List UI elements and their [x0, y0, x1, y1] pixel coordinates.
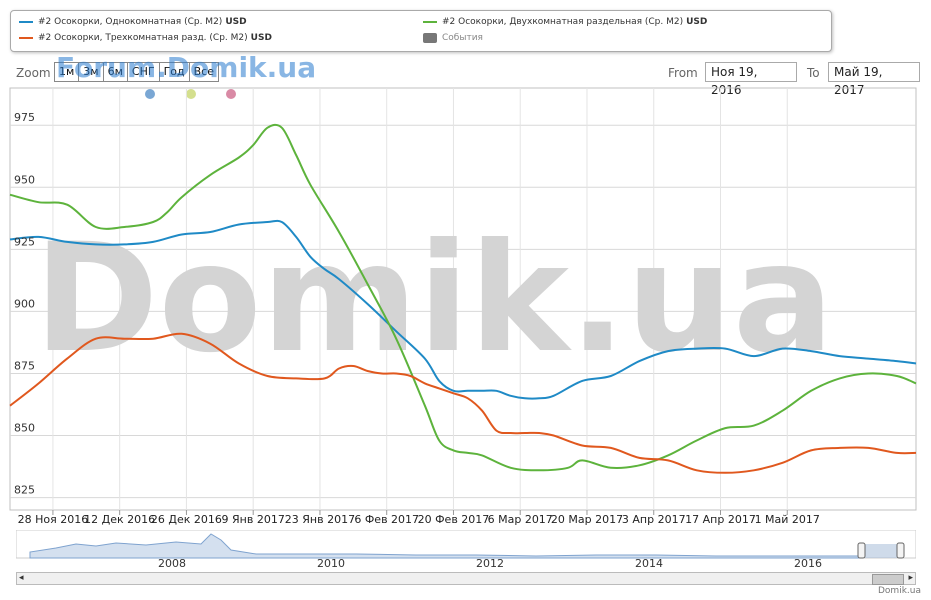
- series-marker-dot[interactable]: [226, 89, 236, 99]
- legend-label-1room: #2 Осокорки, Однокомнатная (Ср. М2): [38, 17, 223, 27]
- x-tick-label: 1 Май 2017: [755, 513, 820, 526]
- legend-item-2room[interactable]: #2 Осокорки, Двухкомнатная раздельная (С…: [423, 17, 707, 27]
- navigator-right-handle[interactable]: [896, 542, 905, 559]
- x-tick-label: 6 Мар 2017: [488, 513, 553, 526]
- navigator-year-label: 2014: [635, 557, 663, 570]
- navigator-year-label: 2008: [158, 557, 186, 570]
- navigator: 2008 2010 2012 2014 2016 ◂ ▸: [15, 529, 917, 585]
- from-date-input[interactable]: Ноя 19, 2016: [705, 62, 797, 97]
- navigator-selection[interactable]: [861, 544, 901, 558]
- x-tick-label: 6 Фев 2017: [354, 513, 419, 526]
- legend: #2 Осокорки, Однокомнатная (Ср. М2) USD …: [10, 10, 832, 52]
- series-line-2[interactable]: [9, 123, 917, 472]
- domik-watermark: Domik.ua: [34, 212, 834, 386]
- zoom-label: Zoom: [16, 66, 51, 80]
- legend-swatch-3room: [19, 37, 33, 39]
- x-tick-label: 20 Фев 2017: [418, 513, 490, 526]
- credit-link[interactable]: Domik.ua: [878, 586, 921, 596]
- plot-frame: [9, 87, 917, 511]
- legend-currency-2room: USD: [686, 17, 708, 27]
- legend-currency-3room: USD: [250, 33, 272, 43]
- y-tick-label: 825: [14, 484, 35, 497]
- legend-item-events[interactable]: События: [423, 33, 483, 43]
- zoom-6m-button[interactable]: 6м: [102, 62, 128, 82]
- y-tick-label: 950: [14, 173, 35, 186]
- y-tick-label: 975: [14, 111, 35, 124]
- zoom-ytd-button[interactable]: СНГ: [126, 62, 160, 82]
- scroll-right-arrow-icon[interactable]: ▸: [908, 573, 913, 583]
- x-tick-label: 9 Янв 2017: [222, 513, 285, 526]
- forum-watermark: Forum.Domik.ua: [56, 51, 317, 84]
- navigator-year-label: 2016: [794, 557, 822, 570]
- y-tick-label: 900: [14, 297, 35, 310]
- navigator-scrollbar[interactable]: ◂ ▸: [16, 572, 916, 585]
- series-line-1[interactable]: [9, 219, 917, 400]
- from-label: From: [668, 66, 698, 80]
- scrollbar-thumb[interactable]: [872, 574, 904, 585]
- to-date-input[interactable]: Май 19, 2017: [828, 62, 920, 97]
- legend-label-events: События: [442, 33, 483, 43]
- legend-swatch-events: [423, 33, 437, 43]
- y-tick-label: 925: [14, 235, 35, 248]
- zoom-1y-button[interactable]: Год: [158, 62, 190, 82]
- legend-item-1room[interactable]: #2 Осокорки, Однокомнатная (Ср. М2) USD: [19, 17, 247, 27]
- x-tick-label: 20 Мар 2017: [551, 513, 623, 526]
- zoom-3m-button[interactable]: 3м: [78, 62, 104, 82]
- legend-item-3room[interactable]: #2 Осокорки, Трехкомнатная разд. (Ср. М2…: [19, 33, 272, 43]
- to-label: To: [807, 66, 820, 80]
- navigator-left-handle[interactable]: [857, 542, 866, 559]
- y-tick-label: 850: [14, 422, 35, 435]
- navigator-year-label: 2010: [317, 557, 345, 570]
- navigator-year-label: 2012: [476, 557, 504, 570]
- navigator-area: [29, 533, 862, 559]
- x-tick-label: 17 Апр 2017: [685, 513, 756, 526]
- x-tick-label: 3 Апр 2017: [622, 513, 686, 526]
- series-marker-dot[interactable]: [145, 89, 155, 99]
- scroll-left-arrow-icon[interactable]: ◂: [19, 573, 24, 583]
- x-tick-label: 12 Дек 2016: [84, 513, 155, 526]
- zoom-all-button[interactable]: Все: [188, 62, 219, 82]
- zoom-buttons: 1м 3м 6м СНГ Год Все: [54, 62, 219, 82]
- legend-swatch-1room: [19, 21, 33, 23]
- legend-swatch-2room: [423, 21, 437, 23]
- legend-label-3room: #2 Осокорки, Трехкомнатная разд. (Ср. М2…: [38, 33, 248, 43]
- series-line-3[interactable]: [9, 332, 917, 474]
- series-marker-dot[interactable]: [186, 89, 196, 99]
- x-tick-label: 28 Ноя 2016: [18, 513, 89, 526]
- x-tick-label: 23 Янв 2017: [285, 513, 355, 526]
- y-tick-label: 875: [14, 359, 35, 372]
- x-tick-label: 26 Дек 2016: [151, 513, 222, 526]
- legend-currency-1room: USD: [225, 17, 247, 27]
- legend-label-2room: #2 Осокорки, Двухкомнатная раздельная (С…: [442, 17, 684, 27]
